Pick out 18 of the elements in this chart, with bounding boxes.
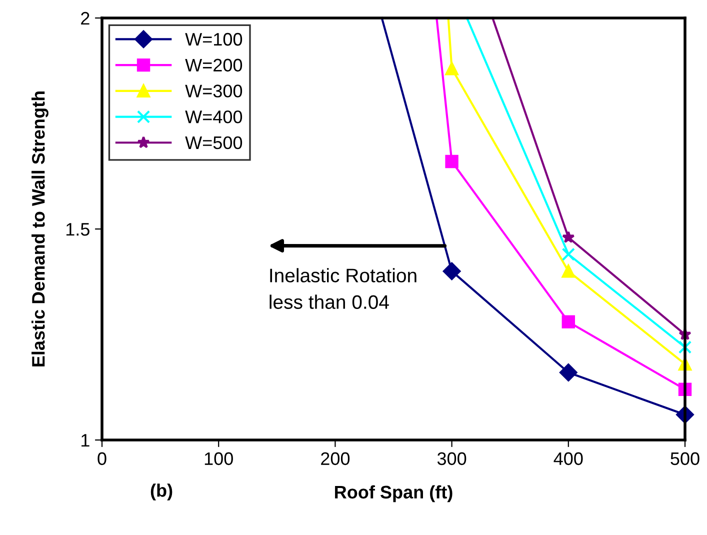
x-tick-label: 500 — [670, 452, 700, 466]
legend-label: W=500 — [185, 136, 242, 150]
x-tick-label: 200 — [321, 452, 350, 466]
y-tick-label: 1 — [82, 434, 90, 447]
x-tick-label: 100 — [204, 452, 233, 466]
y-axis-title: Elastic Demand to Wall Strength — [32, 92, 48, 366]
annotation: Inelastic Rotation less than 0.04 — [270, 268, 416, 309]
x-tick-label: 400 — [554, 452, 583, 466]
legend-label: W=300 — [185, 84, 242, 98]
y-tick-label: 2 — [81, 12, 90, 25]
legend-label: W=100 — [185, 32, 242, 46]
x-tick-label: 0 — [98, 452, 106, 466]
text: (b) — [150, 484, 172, 500]
legend-label: W=400 — [185, 110, 242, 124]
x-tick-label: 300 — [437, 452, 466, 466]
legend-label: W=200 — [185, 58, 242, 72]
y-tick-label: 1.5 — [66, 223, 90, 236]
x-axis-title: Roof Span (ft) — [335, 485, 452, 502]
